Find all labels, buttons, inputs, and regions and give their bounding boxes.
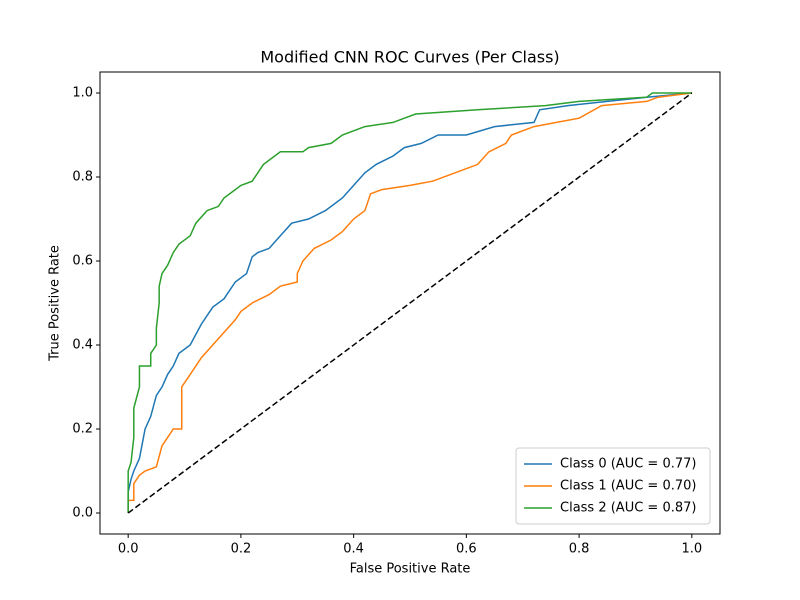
roc-line xyxy=(127,92,692,513)
y-axis-label: True Positive Rate xyxy=(48,245,63,362)
x-axis-label: False Positive Rate xyxy=(350,562,471,577)
legend-box xyxy=(515,447,711,525)
legend-label: Class 0 (AUC = 0.77) xyxy=(560,457,696,472)
chart-title: Modified CNN ROC Curves (Per Class) xyxy=(260,48,559,67)
legend-label: Class 1 (AUC = 0.70) xyxy=(560,479,696,494)
y-tick-label: 0.4 xyxy=(72,338,93,353)
roc-line xyxy=(127,92,692,513)
x-tick-label: 0.4 xyxy=(343,542,364,557)
roc-line xyxy=(127,92,692,513)
y-tick-label: 0.6 xyxy=(72,254,93,269)
x-tick-label: 0.0 xyxy=(118,542,139,557)
x-tick-label: 0.2 xyxy=(231,542,252,557)
x-tick-label: 1.0 xyxy=(681,542,702,557)
y-tick-label: 0.2 xyxy=(72,422,93,437)
legend: Class 0 (AUC = 0.77) Class 1 (AUC = 0.70)… xyxy=(515,447,711,525)
y-tick-label: 0.8 xyxy=(72,170,93,185)
y-tick-label: 0.0 xyxy=(72,506,93,521)
x-tick-label: 0.6 xyxy=(456,542,477,557)
x-tick-label: 0.8 xyxy=(569,542,590,557)
y-tick-label: 1.0 xyxy=(72,86,93,101)
legend-label: Class 2 (AUC = 0.87) xyxy=(560,501,696,516)
axes-frame xyxy=(99,71,721,535)
roc-line xyxy=(127,92,693,514)
